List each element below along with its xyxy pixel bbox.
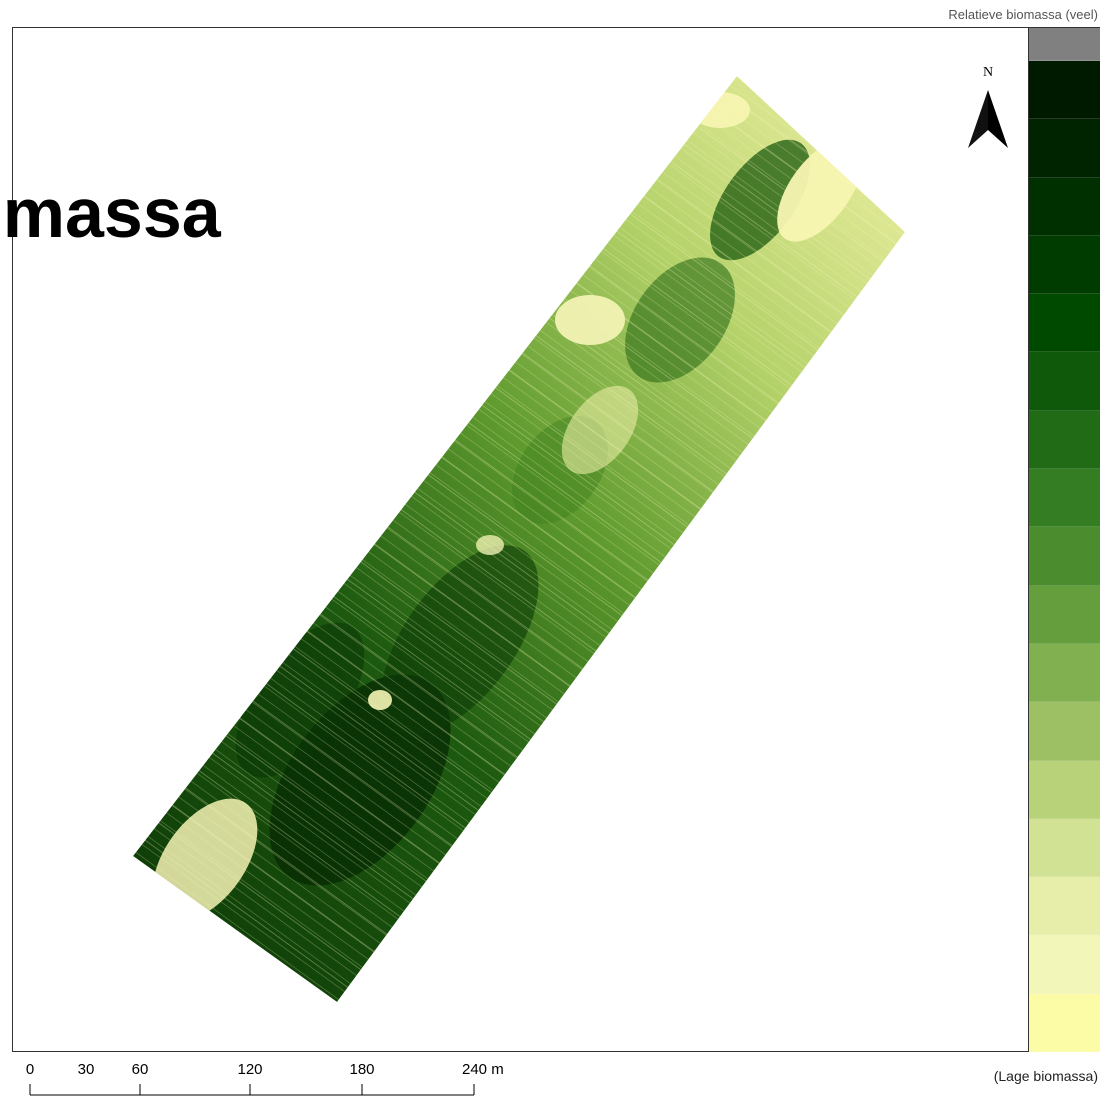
legend-swatch: [1029, 61, 1100, 120]
legend-swatch: [1029, 352, 1100, 411]
legend-swatch: [1029, 177, 1100, 236]
overlay-title-line1: omassa: [0, 174, 221, 252]
north-label: N: [983, 65, 993, 80]
legend-swatch-nodata: [1029, 28, 1100, 61]
legend-swatch: [1029, 469, 1100, 528]
scale-bar: 0 30 60 120 180 240 m: [26, 1061, 504, 1096]
frame-gap: [0, 150, 12, 565]
scale-tick-label: 240 m: [462, 1061, 504, 1078]
scale-tick-label: 60: [132, 1061, 149, 1078]
legend-swatch: [1029, 643, 1100, 703]
legend-swatch: [1029, 818, 1100, 878]
scale-tick-label: 30: [78, 1061, 95, 1078]
legend-swatch: [1029, 877, 1100, 936]
legend-low-label: (Lage biomassa): [993, 1068, 1098, 1084]
legend-swatch: [1029, 119, 1100, 178]
legend-swatch: [1029, 993, 1100, 1053]
scale-tick-label: 180: [349, 1061, 374, 1078]
legend-swatch: [1029, 294, 1100, 353]
legend-swatch: [1029, 527, 1100, 586]
legend-swatch: [1029, 410, 1100, 470]
overlay-title-line2: t: [0, 270, 221, 340]
scale-tick-label: 120: [237, 1061, 262, 1078]
north-arrow-icon: N: [968, 65, 1008, 148]
legend-swatch: [1029, 935, 1100, 994]
legend-swatch: [1029, 585, 1100, 644]
legend-high-label: Relatieve biomassa (veel): [948, 7, 1098, 22]
scale-tick-label: 0: [26, 1061, 34, 1078]
legend-swatch: [1029, 235, 1100, 295]
legend-color-bar: [1028, 28, 1100, 1053]
overlay-title: omassa t: [0, 178, 221, 340]
legend-swatch: [1029, 702, 1100, 761]
legend-swatch: [1029, 760, 1100, 819]
